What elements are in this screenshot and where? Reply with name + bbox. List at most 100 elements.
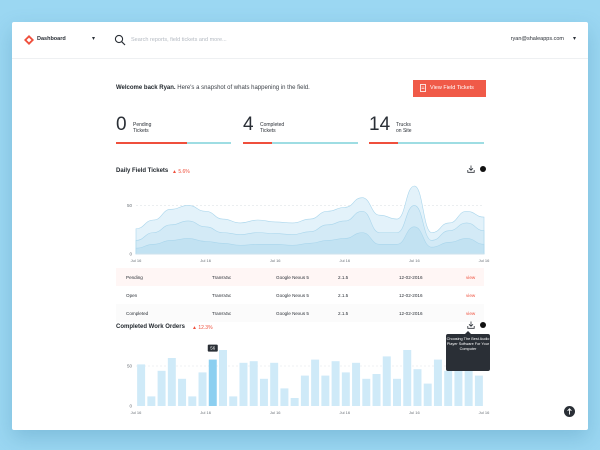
bar: [229, 396, 238, 406]
view-link[interactable]: view: [466, 275, 476, 280]
x-tick-label: Jul 16: [270, 410, 281, 415]
completed-work-orders-title: Completed Work Orders: [116, 324, 185, 330]
bar: [137, 364, 146, 406]
bar: [403, 350, 412, 406]
stat-progress-fill: [369, 142, 398, 144]
bar: [157, 370, 166, 406]
bar: [433, 359, 442, 406]
bar: [311, 359, 320, 406]
bar: [362, 378, 371, 406]
search-input[interactable]: [131, 34, 381, 46]
x-tick-label: Jul 16: [409, 258, 420, 263]
cell-status: Pending: [126, 275, 143, 280]
download-icon[interactable]: [467, 165, 475, 173]
view-link[interactable]: view: [466, 311, 476, 316]
search-icon[interactable]: [114, 34, 126, 46]
cell-status: Completed: [126, 311, 149, 316]
bar: [341, 372, 350, 406]
x-tick-label: Jul 16: [200, 410, 211, 415]
download-icon[interactable]: [467, 321, 475, 329]
x-tick-label: Jul 16: [409, 410, 420, 415]
tickets-table: Pending TransVac Google Nexus 5 2.1.5 12…: [116, 268, 484, 322]
bar: [331, 361, 340, 406]
stat-progress-bar: [243, 142, 358, 144]
bar: [219, 350, 227, 406]
bar: [444, 370, 453, 406]
cell-status: Open: [126, 293, 138, 298]
x-tick-label: Jul 16: [479, 258, 490, 263]
bar: [372, 374, 381, 406]
bar: [352, 362, 361, 406]
daily-field-tickets-chart: 0 50 Jul 16 Jul 16 Jul 16 Jul 16 Jul 16 Jul 16: [127, 185, 490, 263]
top-bar: Dashboard ▾ ryan@shaleapps.com ▾: [12, 22, 588, 59]
table-row[interactable]: Completed TransVac Google Nexus 5 2.1.5 …: [116, 304, 484, 322]
bar: [413, 369, 422, 406]
orders-change: ▲ 12.3%: [192, 325, 213, 331]
bar: [464, 356, 473, 406]
daily-change: ▲ 5.6%: [172, 169, 190, 175]
bar: [270, 362, 279, 406]
stat-label: Completed Tickets: [260, 122, 300, 134]
view-link[interactable]: view: [466, 293, 476, 298]
bar: [474, 375, 483, 406]
bar: [259, 378, 268, 406]
cell-version: 2.1.5: [338, 311, 349, 316]
bar-value-label: 56: [210, 346, 216, 351]
daily-change-value: 5.6%: [178, 169, 190, 175]
area-series: [135, 226, 485, 255]
bar: [188, 396, 197, 406]
cell-version: 2.1.5: [338, 275, 349, 280]
stat-pending-tickets: 0 Pending Tickets: [116, 114, 231, 146]
bar: [147, 396, 156, 406]
bar: [423, 383, 432, 406]
table-row[interactable]: Open TransVac Google Nexus 5 2.1.5 12-02…: [116, 286, 484, 304]
user-menu-chevron-icon[interactable]: ▾: [572, 36, 576, 42]
welcome-text: Here's a snapshot of whats happening in …: [177, 85, 310, 91]
cell-device: Google Nexus 5: [276, 311, 309, 316]
stat-progress-fill: [116, 142, 188, 144]
trend-up-icon: ▲: [172, 169, 179, 175]
stat-trucks-on-site: 14 Trucks on Site: [369, 114, 484, 146]
view-field-tickets-label: View Field Tickets: [430, 85, 474, 91]
x-tick-label: Jul 16: [131, 258, 142, 263]
stat-progress-bar: [116, 142, 231, 144]
stat-value: 0: [116, 114, 127, 135]
bar: [167, 358, 176, 406]
view-field-tickets-button[interactable]: View Field Tickets: [413, 80, 486, 97]
cell-date: 12-02-2016: [399, 275, 423, 280]
daily-field-tickets-title: Daily Field Tickets: [116, 168, 169, 174]
arrow-up-icon: [567, 408, 572, 415]
bar: [300, 375, 309, 406]
tooltip: Choosing The Best Audio Player Software …: [446, 331, 490, 371]
user-email[interactable]: ryan@shaleapps.com: [510, 36, 564, 42]
x-tick-label: Jul 16: [200, 258, 211, 263]
completed-work-orders-chart: 0 50 Jul 16 Jul 16 Jul 16 Jul 16 Jul 16 Jul 16 5…: [127, 344, 490, 415]
cell-device: Google Nexus 5: [276, 275, 309, 280]
info-icon[interactable]: [480, 166, 486, 172]
area-series: [135, 205, 485, 255]
bar: [208, 359, 217, 406]
stat-label-line: on Site: [396, 128, 412, 134]
logo-icon: [24, 35, 34, 45]
stat-value: 14: [369, 114, 391, 135]
table-row[interactable]: Pending TransVac Google Nexus 5 2.1.5 12…: [116, 268, 484, 286]
welcome-message: Welcome back Ryan. Here's a snapshot of …: [116, 85, 310, 91]
bar: [290, 398, 299, 406]
cell-company: TransVac: [212, 275, 232, 280]
chevron-down-icon[interactable]: ▾: [92, 36, 96, 42]
bar: [249, 361, 258, 406]
bar-value-badge: [207, 344, 218, 352]
x-tick-label: Jul 16: [270, 258, 281, 263]
stat-progress-fill: [243, 142, 272, 144]
nav-dropdown-label[interactable]: Dashboard: [37, 36, 66, 42]
orders-change-value: 12.3%: [198, 325, 213, 331]
x-tick-label: Jul 16: [131, 410, 142, 415]
scroll-to-top-button[interactable]: [564, 406, 575, 417]
info-icon[interactable]: [480, 322, 486, 328]
cell-date: 12-02-2016: [399, 293, 423, 298]
cell-company: TransVac: [212, 311, 232, 316]
y-tick-label: 50: [127, 203, 133, 208]
stat-label-line: Tickets: [260, 128, 276, 134]
cell-device: Google Nexus 5: [276, 293, 309, 298]
cell-date: 12-02-2016: [399, 311, 423, 316]
